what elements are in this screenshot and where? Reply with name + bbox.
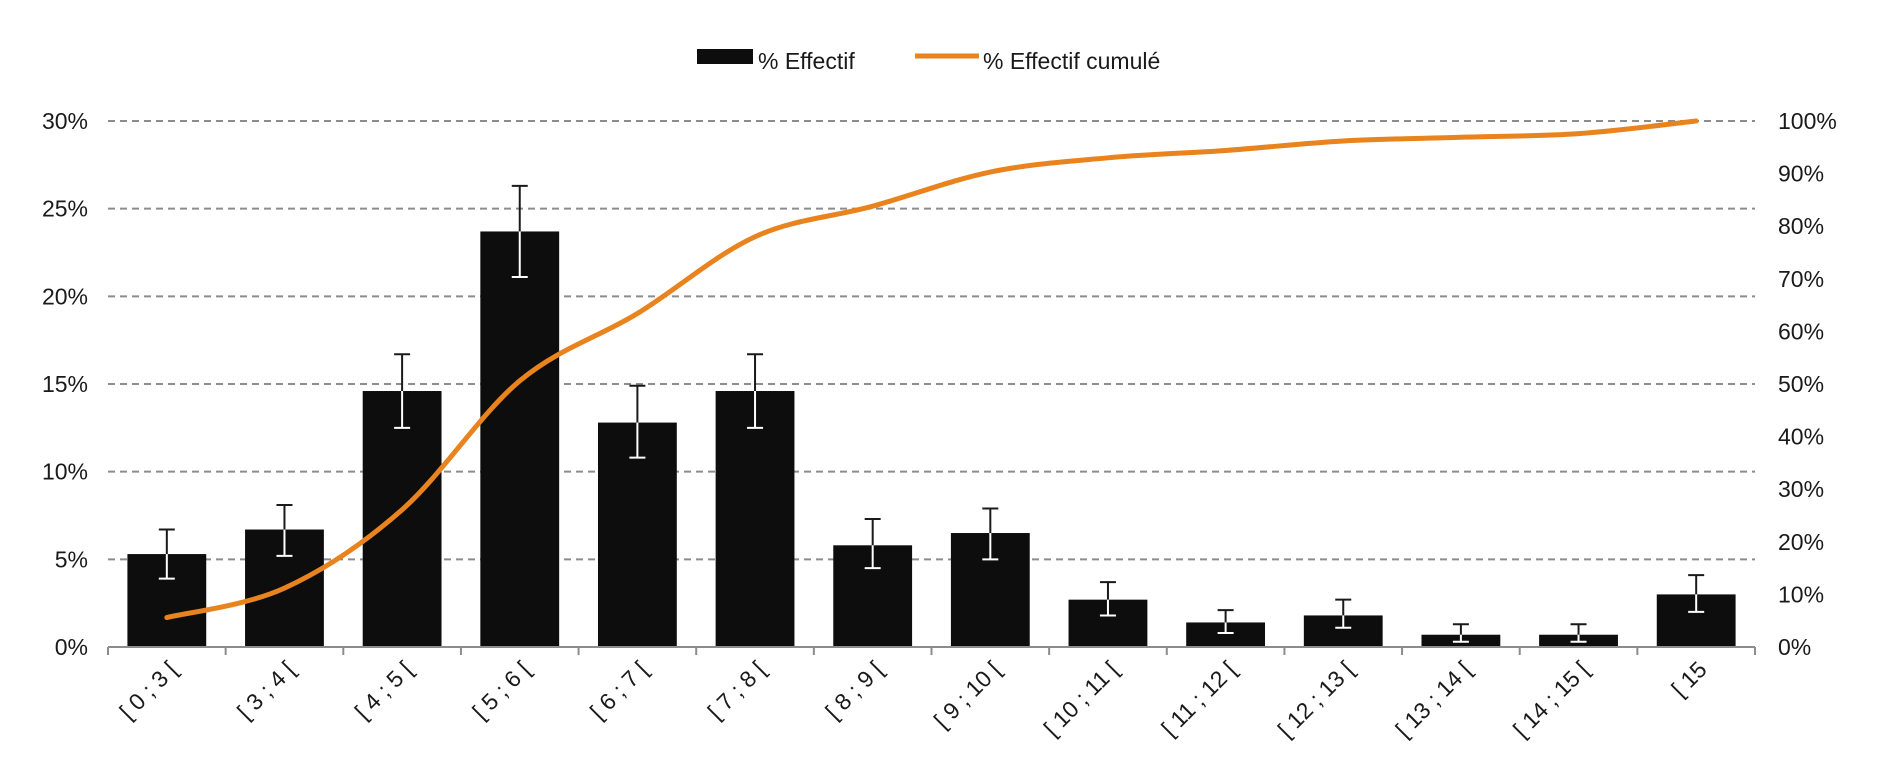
right-tick-label: 20%	[1778, 529, 1824, 555]
left-tick-label: 30%	[42, 108, 88, 134]
legend-label-bar: % Effectif	[758, 48, 855, 74]
cumulative-line-series	[164, 118, 1699, 621]
category-label: [ 13 ; 14 [	[1390, 656, 1477, 743]
right-tick-label: 90%	[1778, 161, 1824, 187]
category-label: [ 3 ; 4 [	[232, 656, 301, 725]
category-label: [ 14 ; 15 [	[1508, 656, 1595, 743]
right-tick-label: 60%	[1778, 318, 1824, 344]
category-labels: [ 0 ; 3 [ [ 3 ; 4 [ [ 4 ; 5 [ [ 5 ; 6 [ [ 6 …	[114, 656, 1711, 743]
bar	[715, 391, 795, 647]
category-label: [ 15	[1666, 656, 1712, 702]
category-label: [ 0 ; 3 [	[114, 656, 183, 725]
right-tick-label: 40%	[1778, 424, 1824, 450]
right-tick-label: 70%	[1778, 266, 1824, 292]
axes	[107, 646, 1756, 655]
category-label: [ 10 ; 11 [	[1039, 656, 1124, 741]
category-label: [ 11 ; 12 [	[1156, 656, 1241, 741]
right-axis-ticks: 0% 10% 20% 30% 40% 50% 60% 70% 80% 90% 100%	[1778, 108, 1837, 660]
legend: % Effectif % Effectif cumulé	[697, 48, 1160, 74]
left-axis-ticks: 0% 5% 10% 15% 20% 25% 30%	[42, 108, 88, 660]
legend-label-line: % Effectif cumulé	[983, 48, 1160, 74]
category-label: [ 6 ; 7 [	[585, 656, 654, 725]
error-bars	[158, 184, 1705, 643]
left-tick-label: 25%	[42, 196, 88, 222]
category-label: [ 9 ; 10 [	[929, 656, 1007, 734]
left-tick-label: 10%	[42, 459, 88, 485]
right-tick-label: 10%	[1778, 581, 1824, 607]
category-label: [ 12 ; 13 [	[1273, 656, 1360, 743]
left-tick-label: 5%	[55, 546, 88, 572]
bars-series	[127, 231, 1736, 647]
bar	[597, 422, 677, 647]
category-label: [ 8 ; 9 [	[820, 656, 889, 725]
bar	[362, 391, 442, 647]
gridlines	[108, 120, 1755, 561]
legend-swatch-bar	[697, 49, 753, 64]
left-tick-label: 15%	[42, 371, 88, 397]
right-tick-label: 30%	[1778, 476, 1824, 502]
category-label: [ 5 ; 6 [	[467, 656, 536, 725]
right-tick-label: 50%	[1778, 371, 1824, 397]
cumulative-line	[164, 118, 1699, 621]
left-tick-label: 20%	[42, 283, 88, 309]
bar	[480, 231, 560, 647]
category-label: [ 4 ; 5 [	[350, 656, 419, 725]
category-label: [ 7 ; 8 [	[702, 656, 771, 725]
left-tick-label: 0%	[55, 634, 88, 660]
right-tick-label: 100%	[1778, 108, 1837, 134]
right-tick-label: 80%	[1778, 213, 1824, 239]
right-tick-label: 0%	[1778, 634, 1811, 660]
